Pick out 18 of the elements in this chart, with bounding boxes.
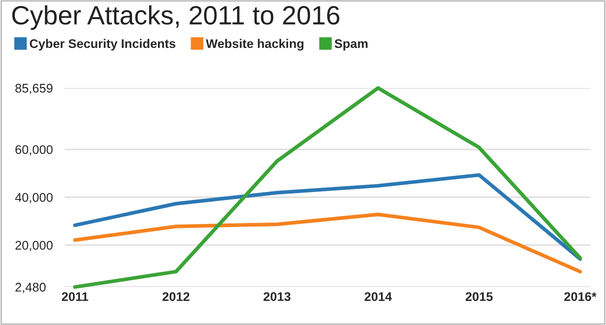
line-series — [73, 173, 582, 261]
legend-label: Spam — [334, 39, 368, 51]
x-tick-label: 2016* — [564, 292, 596, 302]
legend-label: Website hacking — [206, 38, 304, 51]
x-tick-label: 2014 — [364, 292, 392, 302]
y-tick-label: 20,000 — [15, 240, 53, 252]
y-tick-label: 85,659 — [15, 84, 52, 94]
y-tick-label: 60,000 — [15, 145, 53, 156]
line-series — [73, 212, 582, 274]
y-tick-label: 2,480 — [15, 282, 46, 294]
x-tick-label: 2011 — [62, 292, 88, 302]
chart-title: Cyber Attacks, 2011 to 2016 — [12, 5, 340, 30]
x-tick-label: 2012 — [162, 292, 190, 302]
x-tick-label: 2013 — [264, 292, 290, 302]
y-tick-label: 40,000 — [15, 193, 53, 204]
line-series — [73, 86, 582, 289]
legend-label: Cyber Security Incidents — [30, 38, 176, 51]
x-tick-label: 2015 — [466, 292, 493, 302]
